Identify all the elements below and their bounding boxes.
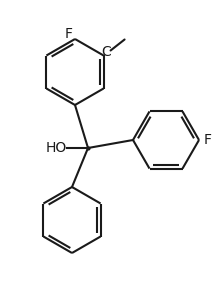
- Text: C: C: [102, 45, 112, 60]
- Text: F: F: [65, 27, 73, 41]
- Text: F: F: [204, 133, 212, 147]
- Text: HO: HO: [45, 141, 67, 155]
